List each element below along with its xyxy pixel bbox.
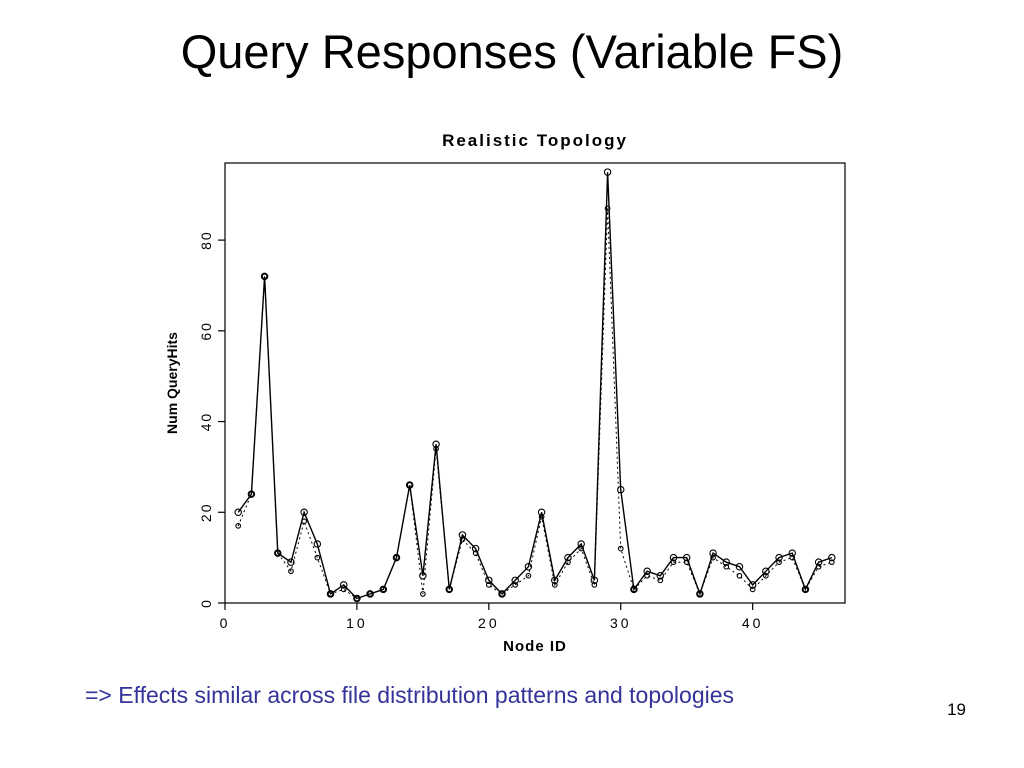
- x-axis-label: Node ID: [503, 638, 567, 655]
- y-tick-label: 80: [198, 230, 214, 250]
- data-point-marker: [604, 205, 611, 212]
- data-point-marker: [234, 508, 242, 517]
- conclusion-note: => Effects similar across file distribut…: [85, 682, 735, 708]
- x-tick-label: 0: [220, 615, 231, 631]
- data-point-marker: [353, 594, 361, 603]
- data-point-marker: [723, 563, 730, 570]
- data-point-marker: [274, 549, 282, 557]
- data-point-marker: [260, 272, 269, 281]
- y-tick-label: 60: [198, 321, 214, 341]
- data-point-marker: [326, 590, 335, 598]
- data-point-marker: [630, 585, 638, 594]
- data-point-marker: [485, 576, 493, 585]
- data-point-marker: [776, 559, 782, 566]
- data-point-marker: [405, 481, 414, 489]
- data-point-marker: [564, 553, 572, 562]
- data-point-marker: [247, 490, 256, 498]
- data-point-marker: [788, 549, 796, 557]
- y-axis-label: Num QueryHits: [164, 332, 180, 434]
- data-point-marker: [432, 440, 440, 448]
- data-point-marker: [287, 558, 295, 566]
- data-point-marker: [657, 577, 664, 584]
- data-point-marker: [525, 572, 532, 579]
- data-point-marker: [498, 590, 506, 598]
- data-point-marker: [603, 168, 612, 176]
- x-tick-label: 40: [742, 615, 764, 631]
- data-point-marker: [367, 591, 373, 597]
- y-tick-label: 0: [198, 598, 214, 608]
- chart-container: Realistic Topology 0 10 20 30 40 0 20 40 60 80 Node…: [140, 128, 860, 668]
- data-point-marker: [366, 590, 374, 598]
- chart-title: Realistic Topology: [442, 131, 628, 150]
- data-point-marker: [288, 568, 294, 575]
- data-point-marker: [380, 586, 387, 593]
- data-point-marker: [300, 508, 308, 517]
- data-point-marker: [828, 559, 835, 566]
- data-point-marker: [643, 567, 651, 575]
- data-point-marker: [339, 581, 348, 589]
- data-point-marker: [644, 572, 650, 579]
- data-point-marker: [445, 585, 454, 594]
- data-point-marker: [709, 549, 717, 557]
- x-tick-label: 30: [610, 615, 632, 631]
- data-point-marker: [682, 553, 691, 562]
- data-point-marker: [591, 582, 598, 588]
- data-point-marker: [420, 591, 426, 597]
- data-point-marker: [735, 562, 744, 571]
- slide-title: Query Responses (Variable FS): [180, 25, 844, 78]
- data-point-marker: [697, 591, 703, 597]
- data-point-marker: [763, 572, 769, 579]
- data-point-marker: [340, 586, 347, 593]
- data-point-marker: [775, 553, 783, 562]
- data-point-marker: [551, 576, 559, 585]
- data-point-marker: [235, 523, 242, 529]
- data-point-marker: [828, 553, 836, 562]
- y-tick-label: 20: [198, 502, 214, 522]
- x-tick-label: 10: [346, 615, 368, 631]
- data-point-marker: [551, 582, 558, 588]
- data-point-marker: [802, 586, 809, 593]
- data-point-marker: [696, 590, 704, 598]
- y-tick-label: 40: [198, 412, 214, 432]
- data-point-marker: [512, 582, 519, 588]
- data-point-marker: [379, 585, 388, 594]
- data-point-marker: [471, 544, 480, 553]
- data-point-marker: [485, 582, 492, 588]
- plot-box: [224, 162, 846, 604]
- data-point-marker: [748, 581, 757, 589]
- data-point-marker: [762, 567, 770, 575]
- data-point-marker: [617, 545, 624, 552]
- data-point-marker: [749, 586, 756, 593]
- data-point-marker: [313, 540, 322, 548]
- data-point-marker: [736, 572, 743, 579]
- data-point-marker: [577, 540, 585, 548]
- data-point-marker: [314, 554, 321, 561]
- data-point-marker: [499, 591, 505, 597]
- data-point-marker: [722, 558, 731, 566]
- data-point-marker: [511, 576, 519, 585]
- data-point-marker: [419, 572, 427, 580]
- data-point-marker: [392, 553, 401, 562]
- data-point-marker: [656, 572, 665, 580]
- data-point-marker: [616, 485, 625, 494]
- series-line-solid: [237, 172, 833, 600]
- page-number: 19: [947, 700, 966, 719]
- data-point-marker: [458, 531, 467, 539]
- data-point-marker: [590, 576, 599, 585]
- series-line-dotted: [237, 208, 832, 600]
- query-hits-chart: Realistic Topology 0 10 20 30 40 0 20 40 60 80 Node…: [164, 131, 846, 655]
- data-point-marker: [801, 585, 810, 594]
- data-point-marker: [524, 562, 533, 571]
- data-point-marker: [814, 558, 823, 566]
- data-point-marker: [669, 553, 678, 562]
- data-point-marker: [537, 508, 546, 517]
- x-tick-label: 20: [478, 615, 500, 631]
- data-point-marker: [354, 595, 360, 602]
- data-point-marker: [670, 559, 677, 566]
